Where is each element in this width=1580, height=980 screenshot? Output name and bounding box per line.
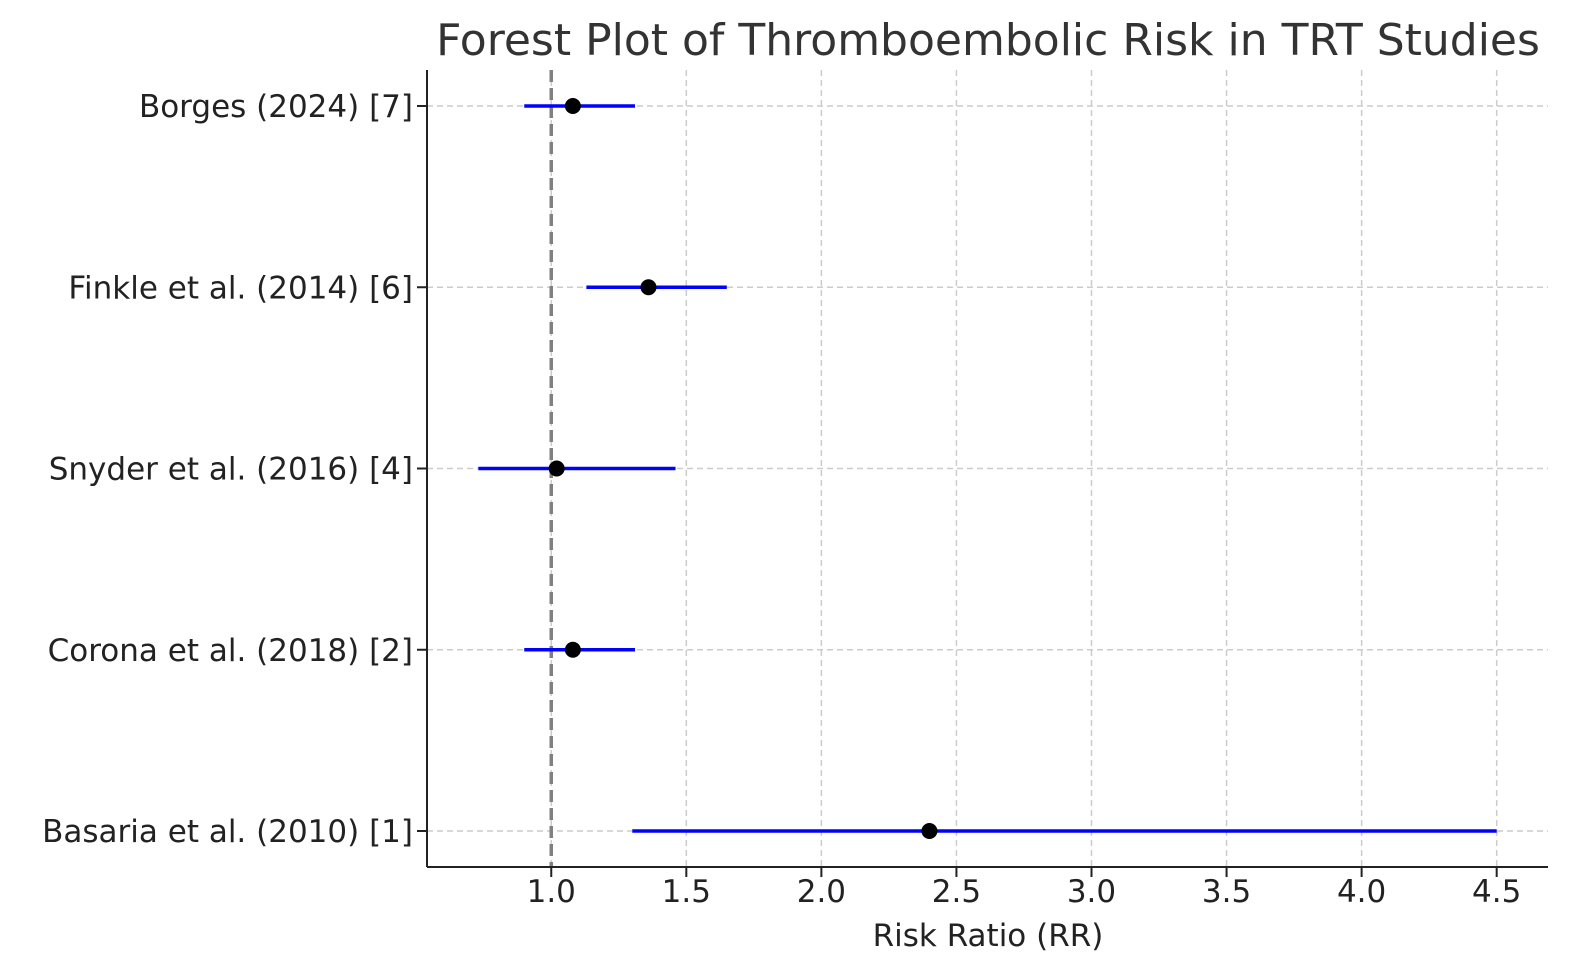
- x-tick-label: 1.0: [527, 874, 576, 910]
- study-label: Snyder et al. (2016) [4]: [49, 452, 413, 488]
- y-tick-label-layer: Borges (2024) [7] Finkle et al. (2014) [6…: [42, 89, 413, 850]
- risk-ratio-point: [548, 460, 565, 477]
- x-tick-label: 3.0: [1067, 874, 1116, 910]
- axis-layer: [417, 70, 1548, 877]
- risk-ratio-point: [564, 641, 581, 658]
- x-tick-label-layer: 1.0 1.5 2.0 2.5 3.0 3.5 4.0 4.5: [527, 874, 1522, 910]
- study-label: Basaria et al. (2010) [1]: [42, 814, 413, 850]
- x-tick-label: 4.5: [1472, 874, 1521, 910]
- x-tick-label: 3.5: [1202, 874, 1251, 910]
- x-tick-label: 4.0: [1337, 874, 1386, 910]
- study-label: Corona et al. (2018) [2]: [48, 633, 413, 669]
- x-tick-label: 2.5: [932, 874, 981, 910]
- study-label: Borges (2024) [7]: [139, 89, 413, 125]
- study-label: Finkle et al. (2014) [6]: [68, 270, 413, 306]
- x-tick-label: 1.5: [662, 874, 711, 910]
- risk-ratio-point: [564, 98, 581, 114]
- risk-ratio-point: [921, 823, 938, 839]
- risk-ratio-point: [640, 279, 657, 296]
- chart-title: Forest Plot of Thromboembolic Risk in TR…: [436, 15, 1540, 66]
- point-estimate-layer: [548, 98, 938, 839]
- x-axis-label: Risk Ratio (RR): [873, 918, 1104, 954]
- x-tick-label: 2.0: [797, 874, 846, 910]
